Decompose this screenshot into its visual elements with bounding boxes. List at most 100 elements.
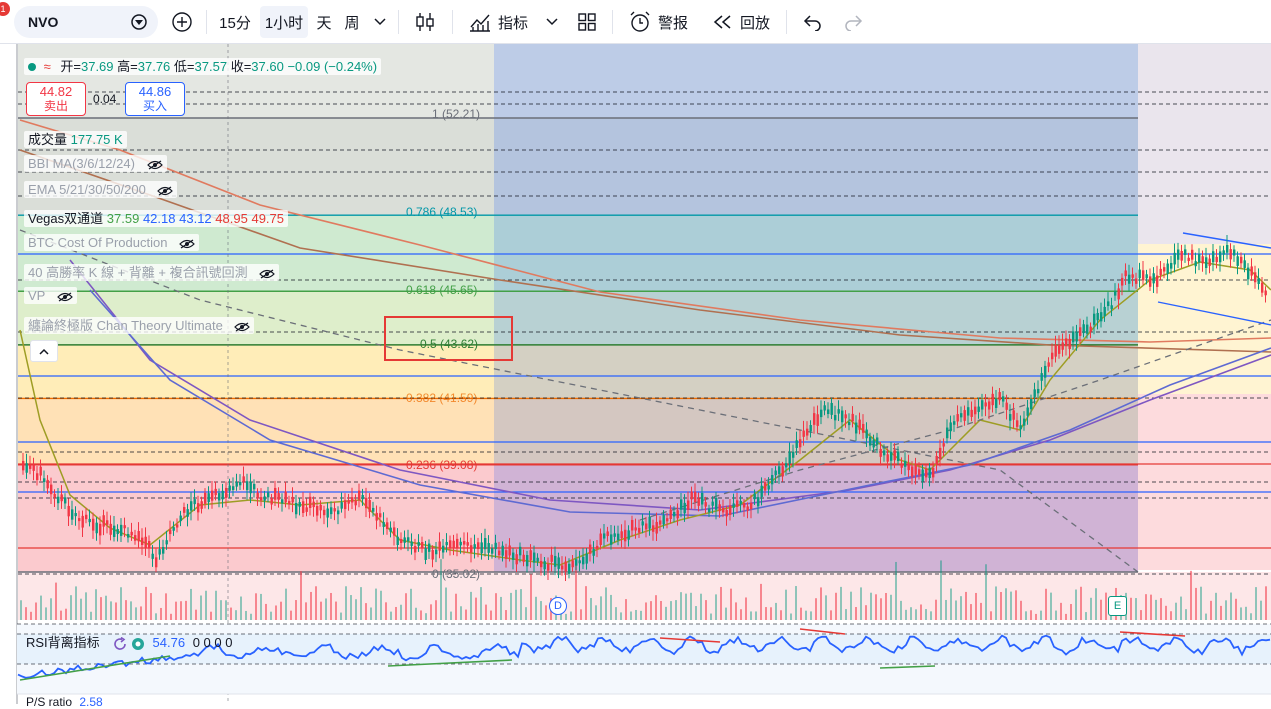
- indicators-button[interactable]: 指标: [462, 6, 534, 38]
- eye-hidden-icon[interactable]: [146, 160, 163, 170]
- interval-week-button[interactable]: 周: [344, 14, 360, 32]
- volume-legend[interactable]: 成交量 177.75 K: [24, 129, 127, 148]
- volume-bar: [760, 583, 762, 620]
- indicator-ema[interactable]: EMA 5/21/30/50/200: [24, 181, 178, 198]
- candle-body: [1173, 252, 1176, 265]
- sell-label: 卖出: [43, 99, 68, 113]
- interval-dropdown-button[interactable]: [370, 6, 390, 38]
- volume-bar: [665, 606, 667, 620]
- redo-button[interactable]: [838, 6, 868, 38]
- volume-bar: [270, 611, 272, 620]
- indicator-40k[interactable]: 40 高勝率 K 線 + 背離 + 複合訊號回測: [24, 262, 280, 281]
- candle-body: [764, 482, 767, 491]
- volume-bar: [1095, 588, 1097, 620]
- eye-hidden-icon[interactable]: [56, 292, 73, 302]
- earnings-marker[interactable]: E: [1108, 596, 1127, 616]
- volume-bar: [65, 608, 67, 620]
- volume-bar: [965, 591, 967, 620]
- refresh-icon[interactable]: [113, 636, 127, 651]
- candle-body: [956, 414, 959, 422]
- layouts-button[interactable]: [572, 6, 602, 38]
- indicator-bbi[interactable]: BBI MA(3/6/12/24): [24, 155, 167, 172]
- candle-body: [358, 490, 361, 500]
- candle-body: [536, 557, 539, 562]
- chart-type-button[interactable]: [410, 6, 440, 38]
- candle-body: [823, 405, 826, 411]
- candle-body: [526, 555, 529, 567]
- ema-169-line: [19, 149, 1271, 353]
- replay-button[interactable]: 回放: [706, 6, 776, 38]
- candle-body: [841, 410, 844, 423]
- volume-bar: [60, 610, 62, 620]
- interval-day-button[interactable]: 天: [316, 14, 332, 32]
- candle-body: [1079, 327, 1082, 336]
- volume-bar: [455, 593, 457, 620]
- candle-body: [813, 413, 816, 425]
- volume-bar: [75, 586, 77, 620]
- volume-bar: [620, 612, 622, 620]
- volume-bar: [470, 591, 472, 620]
- spread-value: 0.04: [93, 92, 117, 106]
- eye-hidden-icon[interactable]: [157, 186, 174, 196]
- candle-body: [1037, 388, 1040, 394]
- candle-body: [1191, 249, 1194, 260]
- volume-bar: [200, 595, 202, 620]
- volume-bar: [905, 609, 907, 620]
- volume-bar: [1010, 591, 1012, 620]
- symbol-search[interactable]: NVO: [14, 6, 158, 38]
- vegas-value-2: 42.18: [142, 211, 176, 226]
- indicator-vp[interactable]: VP: [24, 287, 77, 304]
- alert-label: 警报: [657, 14, 688, 32]
- dividend-marker[interactable]: D: [549, 597, 567, 615]
- price-chart[interactable]: [0, 44, 1271, 704]
- alert-button[interactable]: 警报: [622, 6, 694, 38]
- volume-bar: [785, 589, 787, 620]
- indicator-btc[interactable]: BTC Cost Of Production: [24, 234, 200, 251]
- indicator-vegas[interactable]: Vegas双通道 37.59 42.18 43.12 48.95 49.75: [24, 208, 289, 227]
- volume-bar: [800, 607, 802, 620]
- settings-circle-icon[interactable]: [131, 637, 145, 651]
- volume-bar: [835, 592, 837, 620]
- volume-bar: [260, 593, 262, 620]
- ps-ratio-value: 2.58: [79, 695, 103, 709]
- eye-hidden-icon[interactable]: [259, 269, 276, 279]
- candle-body: [1198, 254, 1201, 263]
- candle-body: [351, 497, 354, 503]
- candle-body: [701, 492, 704, 505]
- sell-button[interactable]: 44.82 卖出: [26, 82, 86, 116]
- candle-body: [981, 400, 984, 410]
- candle-body: [690, 491, 693, 500]
- low-value: 37.57: [194, 59, 228, 74]
- interval-15m-button[interactable]: 15分: [219, 14, 251, 32]
- volume-bar: [365, 603, 367, 620]
- candle-body: [988, 401, 991, 410]
- volume-bar: [880, 598, 882, 620]
- candle-body: [50, 484, 53, 495]
- indicator-chan[interactable]: 纏論終極版 Chan Theory Ultimate: [24, 315, 255, 334]
- candle-body: [809, 424, 812, 432]
- volume-bar: [425, 613, 427, 620]
- ps-ratio-label: P/S ratio: [26, 695, 73, 709]
- interval-1h-button[interactable]: 1小时: [260, 6, 308, 38]
- candle-body: [71, 509, 74, 520]
- undo-button[interactable]: [798, 6, 828, 38]
- buy-button[interactable]: 44.86 买入: [125, 82, 185, 116]
- compare-symbol-icon[interactable]: [130, 13, 148, 31]
- indicators-dropdown-button[interactable]: [542, 6, 562, 38]
- ps-ratio-legend: P/S ratio 2.58: [26, 695, 103, 709]
- eye-hidden-icon[interactable]: [179, 239, 195, 249]
- volume-bar: [580, 609, 582, 620]
- candle-body: [1103, 306, 1106, 317]
- candle-body: [627, 530, 630, 540]
- rsi-legend[interactable]: RSI背离指标 54.76 0 0 0 0: [26, 632, 232, 651]
- candle-body: [67, 505, 70, 517]
- notification-badge[interactable]: 1: [0, 2, 10, 16]
- candle-body: [1047, 362, 1050, 367]
- collapse-legend-button[interactable]: [30, 340, 58, 362]
- add-symbol-button[interactable]: [168, 6, 196, 38]
- eye-hidden-icon[interactable]: [234, 322, 251, 332]
- volume-bar: [180, 601, 182, 620]
- candle-body: [1215, 256, 1218, 263]
- volume-bar: [815, 598, 817, 620]
- candle-body: [743, 503, 746, 508]
